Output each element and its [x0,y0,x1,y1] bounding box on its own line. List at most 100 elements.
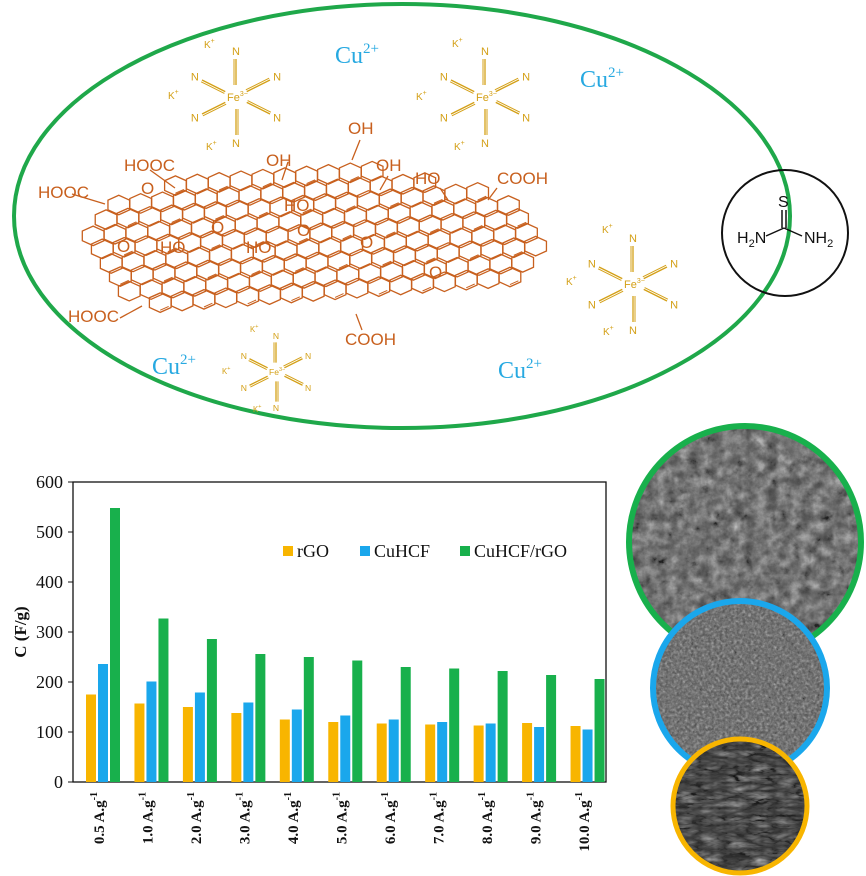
cyanide-n-atom: N [588,258,596,270]
fe-center-label: Fe3− [624,278,645,291]
graphene-double-bond [469,254,479,260]
bar-cuhcf-rgo [594,679,605,782]
cyanide-n-atom: N [629,325,637,337]
graphene-double-bond [338,263,348,269]
x-tick-label: 9.0 A.g-1 [525,792,544,844]
potassium-ion-label: K+ [250,324,258,334]
graphene-ring [498,266,522,288]
sem-image-rgo [670,736,810,876]
bar-cuhcf-rgo [449,668,460,782]
graphene-double-bond [429,228,439,233]
group-ho: HO [160,238,186,257]
ferricyanide-complex: N N N N N N Fe3− K+ K+ K+ [168,38,281,153]
bar-rgo [86,694,96,782]
graphene-double-bond [215,214,224,220]
ferricyanide-complex: N N N N N N Fe3− K+ K+ K+ [222,324,311,414]
group-o: O [211,218,224,237]
graphene-double-bond [509,280,519,286]
graphene-ring [117,280,141,302]
cyanide-n-atom: N [305,383,311,393]
cyanide-n-atom: N [440,71,448,83]
ferricyanide-complex: N N N N N N Fe3− K+ K+ K+ [566,223,678,338]
graphene-double-bond [171,218,181,223]
graphene-double-bond [302,208,312,214]
legend: rGO CuHCF CuHCF/rGO [283,541,567,561]
cyanide-n-atom: N [481,138,489,150]
group-ho: HO [246,238,272,257]
thiourea-right-amine: NH2 [804,230,833,250]
cyanide-n-atom: N [481,46,489,58]
cyanide-n-atom: N [273,71,281,83]
cyanide-n-atom: N [191,71,199,83]
graphene-double-bond [386,231,396,237]
graphene-double-bond [258,211,268,217]
graphene-double-bond [466,283,475,289]
graphene-double-bond [390,202,399,207]
bar-cuhcf-rgo [255,654,266,782]
bar-rgo [231,713,242,782]
graphene-double-bond [291,296,301,302]
cyanide-n-atom: N [305,351,311,361]
graphene-double-bond [306,179,316,185]
fe-center-label: Fe3− [269,367,285,377]
bar-cuhcf [388,719,399,782]
graphene-double-bond [175,188,185,194]
legend-swatch [460,546,470,556]
graphene-double-bond [382,260,392,266]
group-hooc: HOOC [68,307,119,326]
bar-cuhcf [146,681,157,782]
graphene-ring [207,171,231,193]
x-tick-label: 6.0 A.g-1 [380,792,399,844]
y-axis-label: C (F/g) [11,606,30,657]
bar-rgo [279,719,290,782]
capacitance-chart: 0 100 200 300 400 500 600 C (F/g) 0.5 A.g-1 1.0… [11,472,607,852]
potassium-ion-label: K+ [168,89,179,102]
graphene-ring [511,251,535,273]
cu-ion-label: Cu2+ [335,41,379,69]
cu-ion-label: Cu2+ [498,356,542,384]
graphene-ring [185,173,209,195]
graphene-double-bond [513,251,523,256]
bar-cuhcf-rgo [158,618,169,782]
potassium-ion-label: K+ [602,223,613,236]
group-ho: HO [415,169,441,188]
graphene-double-bond [218,185,228,191]
graphene-double-bond [350,176,359,181]
graphene-ring [229,170,253,192]
graphene-double-bond [127,221,137,227]
cyanide-n-atom: N [241,383,247,393]
thiourea-s-atom: S [778,194,789,211]
cyanide-n-atom: N [440,113,448,125]
bar-cuhcf [291,709,302,782]
graphene-double-bond [517,221,527,227]
potassium-ion-label: K+ [454,140,465,153]
functional-group-bond [487,187,498,201]
bar-cuhcf-rgo [110,508,120,782]
x-tick-label: 3.0 A.g-1 [235,792,254,844]
group-hooc: HOOC [38,183,89,202]
potassium-ion-label: K+ [566,275,577,288]
legend-label: CuHCF [374,541,430,561]
x-tick-label: 8.0 A.g-1 [477,792,496,844]
functional-group-bond [119,305,143,319]
legend-label: CuHCF/rGO [474,541,567,561]
y-axis: 0 100 200 300 400 500 600 [36,472,73,792]
potassium-ion-label: K+ [253,404,261,414]
bar-cuhcf [243,702,254,782]
bar-cuhcf [194,692,205,782]
graphene-double-bond [123,250,133,256]
graphene-double-bond [342,234,352,240]
bar-cuhcf-rgo [497,671,508,782]
graphene-double-bond [255,241,264,246]
cyanide-n-atom: N [522,71,530,83]
graphene-double-bond [262,182,272,188]
cyanide-n-atom: N [232,138,240,150]
x-tick-label: 2.0 A.g-1 [186,792,205,844]
bar-rgo [522,723,533,782]
cyanide-n-atom: N [670,300,678,312]
sem-images [626,423,864,876]
graphene-double-bond [203,302,213,308]
graphene-double-bond [378,289,388,295]
legend-item: CuHCF/rGO [460,541,567,561]
functional-group-bond [281,161,289,181]
